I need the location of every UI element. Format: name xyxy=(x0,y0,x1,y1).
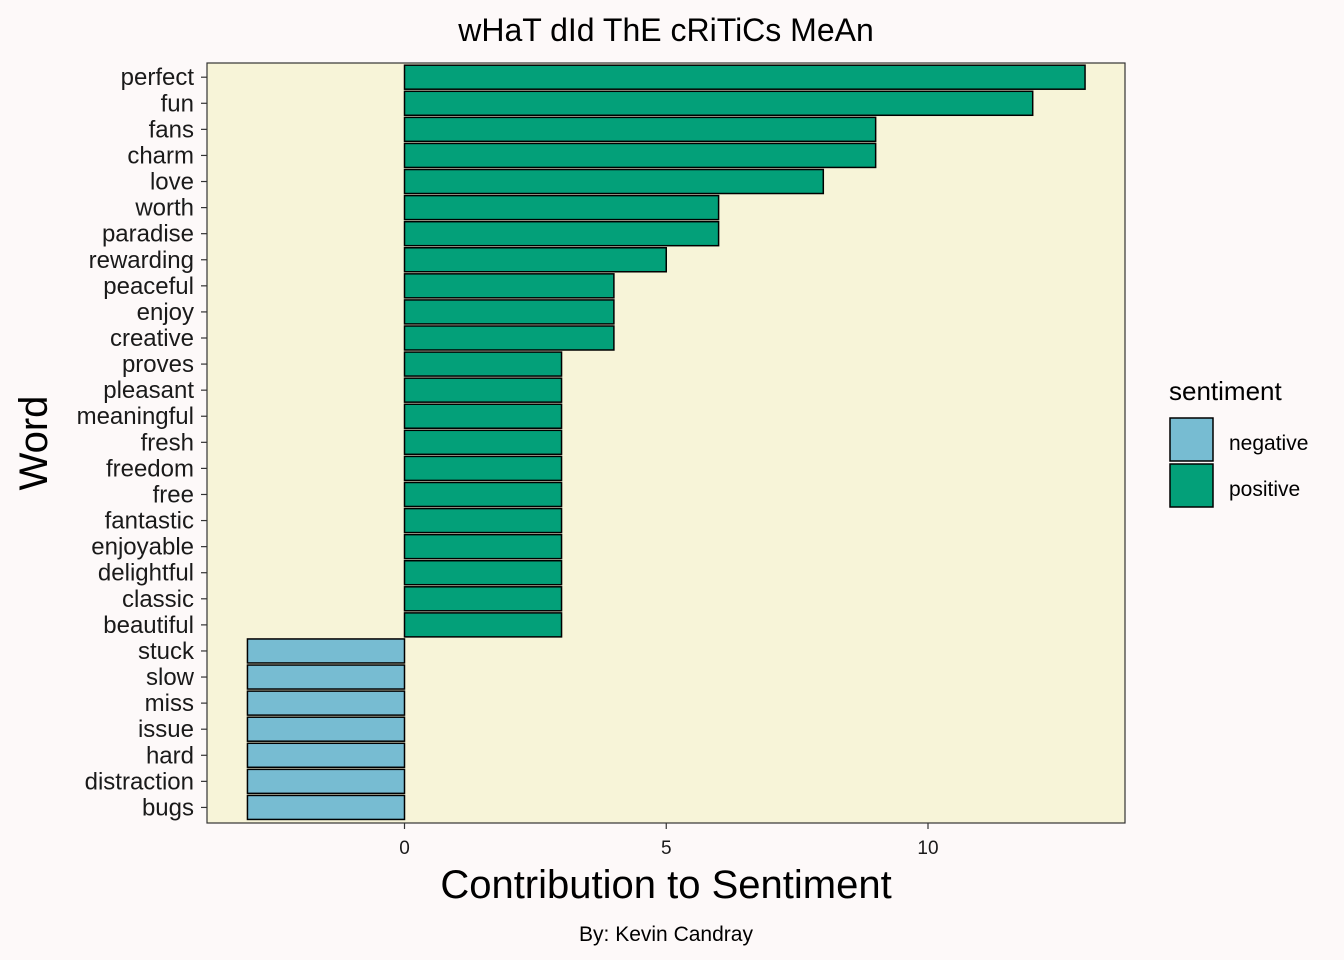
y-axis-title: Word xyxy=(12,396,56,491)
y-tick-label: perfect xyxy=(121,64,195,91)
y-tick-label: rewarding xyxy=(89,247,194,274)
bar-fresh xyxy=(403,429,563,456)
bar-freedom xyxy=(403,455,563,482)
y-tick-label: meaningful xyxy=(77,403,194,430)
legend: sentiment negative positive xyxy=(1169,376,1308,508)
y-tick-label: hard xyxy=(146,742,194,769)
bar-love xyxy=(403,168,825,195)
legend-label-positive: positive xyxy=(1229,478,1300,501)
y-tick-label: stuck xyxy=(138,638,195,665)
bar-slow xyxy=(246,664,406,690)
bar-distraction xyxy=(246,768,406,795)
bar-miss xyxy=(246,690,406,716)
caption: By: Kevin Candray xyxy=(579,923,753,946)
y-tick-label: issue xyxy=(138,716,194,743)
bar-classic xyxy=(403,586,563,612)
bar-charm xyxy=(403,142,877,169)
y-tick-label: pleasant xyxy=(103,377,194,404)
x-axis-title: Contribution to Sentiment xyxy=(440,863,891,907)
chart-title: wHaT dId ThE cRiTiCs MeAn xyxy=(457,12,874,48)
y-tick-label: enjoyable xyxy=(91,534,194,561)
y-tick-label: love xyxy=(150,169,194,196)
y-tick-label: slow xyxy=(146,664,195,691)
y-tick-label: beautiful xyxy=(103,612,194,639)
y-tick-label: charm xyxy=(127,142,194,169)
bar-stuck xyxy=(246,638,406,664)
bar-paradise xyxy=(403,220,720,247)
y-tick-label: fun xyxy=(161,90,194,117)
bar-meaningful xyxy=(403,403,563,429)
y-tick-label: free xyxy=(153,481,194,508)
bar-free xyxy=(403,481,563,508)
x-tick-label: 5 xyxy=(661,838,672,859)
bar-fantastic xyxy=(403,507,563,534)
y-tick-label: fans xyxy=(149,116,194,143)
x-tick-label: 0 xyxy=(399,838,410,859)
y-tick-label: paradise xyxy=(102,221,194,248)
legend-title: sentiment xyxy=(1169,376,1282,406)
bar-worth xyxy=(403,194,720,221)
x-axis-ticks: 0 5 10 xyxy=(399,823,939,859)
legend-label-negative: negative xyxy=(1229,432,1308,455)
bar-pleasant xyxy=(403,377,563,403)
y-tick-label: distraction xyxy=(85,768,194,795)
bar-fans xyxy=(403,116,877,143)
legend-swatch-positive xyxy=(1169,463,1214,508)
bar-fun xyxy=(403,90,1034,117)
y-tick-label: enjoy xyxy=(137,299,194,326)
bar-peaceful xyxy=(403,273,615,299)
bar-perfect xyxy=(403,64,1086,90)
bars-group xyxy=(246,64,1086,821)
bar-issue xyxy=(246,716,406,742)
bar-enjoy xyxy=(403,299,615,325)
y-tick-label: proves xyxy=(122,351,194,378)
y-tick-label: worth xyxy=(134,195,194,222)
y-tick-label: classic xyxy=(122,586,194,613)
bar-delightful xyxy=(403,559,563,586)
y-tick-label: peaceful xyxy=(103,273,194,300)
bar-enjoyable xyxy=(403,533,563,560)
bar-beautiful xyxy=(403,612,563,638)
bar-creative xyxy=(403,325,615,351)
y-tick-label: fresh xyxy=(141,429,194,456)
legend-swatch-negative xyxy=(1169,417,1214,462)
bar-proves xyxy=(403,351,563,377)
x-tick-label: 10 xyxy=(917,838,938,859)
bar-hard xyxy=(246,742,406,769)
y-tick-label: miss xyxy=(145,690,194,717)
y-tick-label: delightful xyxy=(98,560,194,587)
y-tick-label: creative xyxy=(110,325,194,352)
y-axis-ticks: perfectfunfanscharmloveworthparadiserewa… xyxy=(77,64,207,821)
y-tick-label: bugs xyxy=(142,794,194,821)
y-tick-label: freedom xyxy=(106,455,194,482)
bar-rewarding xyxy=(403,247,667,273)
y-tick-label: fantastic xyxy=(105,508,194,535)
bar-bugs xyxy=(246,794,406,821)
